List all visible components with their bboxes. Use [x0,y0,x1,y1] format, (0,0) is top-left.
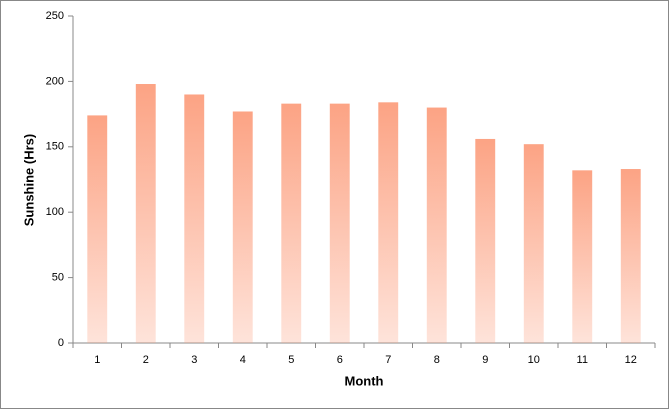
bar [620,169,641,343]
x-tick-label: 3 [191,354,197,366]
bar [523,144,544,343]
bar [475,138,496,343]
bar [232,111,253,343]
bar [87,115,108,344]
bar [135,84,156,344]
x-tick-label: 10 [528,354,540,366]
y-tick-label: 250 [46,10,64,22]
bar [378,102,399,343]
y-tick-label: 0 [58,337,64,349]
bar [329,103,350,343]
x-tick-label: 7 [385,354,391,366]
y-axis-title: Sunshine (Hrs) [21,134,36,226]
x-tick-label: 5 [288,354,294,366]
bar [184,94,205,343]
bar [426,107,447,343]
y-tick-label: 200 [46,75,64,87]
y-tick-label: 100 [46,206,64,218]
x-tick-label: 6 [337,354,343,366]
x-tick-label: 2 [143,354,149,366]
x-tick-label: 11 [577,354,588,366]
bar [572,170,593,343]
x-axis-title: Month [345,373,384,388]
x-tick-label: 12 [625,354,637,366]
bar [281,103,302,343]
y-tick-label: 50 [52,272,64,284]
x-tick-label: 8 [434,354,440,366]
y-tick-label: 150 [46,141,64,153]
x-tick-label: 9 [482,354,488,366]
x-tick-label: 4 [240,354,246,366]
x-tick-label: 1 [94,354,100,366]
